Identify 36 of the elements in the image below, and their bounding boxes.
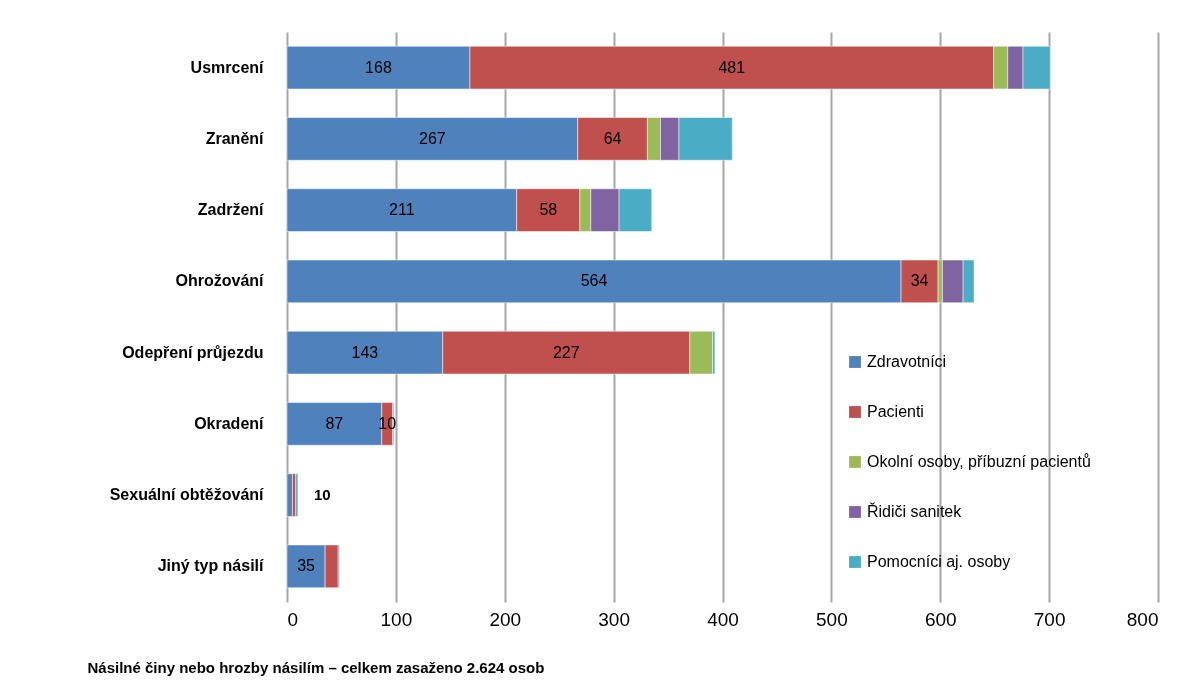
y-tick-label: Jiný typ násilí — [157, 557, 265, 575]
legend-label: Zdravotníci — [867, 353, 947, 370]
x-axis-title: Násilné činy nebo hrozby násilím – celkem zasaženo 2.624 osob — [87, 658, 545, 676]
data-label: 267 — [419, 129, 446, 147]
x-tick-label: 200 — [489, 608, 522, 630]
data-label: 143 — [351, 343, 379, 361]
y-tick-label: Okradení — [194, 414, 265, 432]
legend-label: Řidiči sanitek — [867, 502, 963, 520]
x-tick-label: 800 — [1126, 608, 1159, 630]
data-label: 64 — [603, 129, 622, 147]
x-tick-label: 700 — [1033, 608, 1066, 630]
y-tick-label: Odepření průjezdu — [122, 343, 264, 361]
x-tick-label: 600 — [924, 608, 957, 630]
x-tick-label: 300 — [598, 608, 630, 630]
data-label: 227 — [552, 343, 580, 361]
data-label: 564 — [580, 272, 608, 290]
y-tick-label: Zadržení — [197, 201, 265, 219]
legend-label: Pomocníci aj. osoby — [867, 553, 1011, 570]
total-label: 10 — [313, 486, 331, 504]
data-label: 211 — [389, 201, 415, 219]
data-label: 34 — [910, 272, 929, 290]
data-label: 168 — [365, 58, 392, 76]
x-tick-label: 100 — [380, 608, 413, 630]
data-label: 58 — [539, 201, 558, 219]
y-tick-label: Usmrcení — [190, 58, 265, 76]
data-label: 481 — [718, 58, 746, 76]
legend-label: Okolní osoby, příbuzní pacientů — [867, 453, 1091, 470]
y-tick-label: Ohrožování — [175, 272, 265, 290]
x-tick-label: 500 — [816, 608, 848, 630]
x-tick-label: 400 — [707, 608, 739, 630]
y-tick-label: Zranění — [205, 129, 265, 147]
data-label: 87 — [325, 414, 344, 432]
legend-label: Pacienti — [867, 403, 924, 420]
data-label: 35 — [297, 557, 316, 575]
y-tick-label: Sexuální obtěžování — [109, 486, 265, 504]
x-tick-label: 0 — [287, 608, 299, 630]
